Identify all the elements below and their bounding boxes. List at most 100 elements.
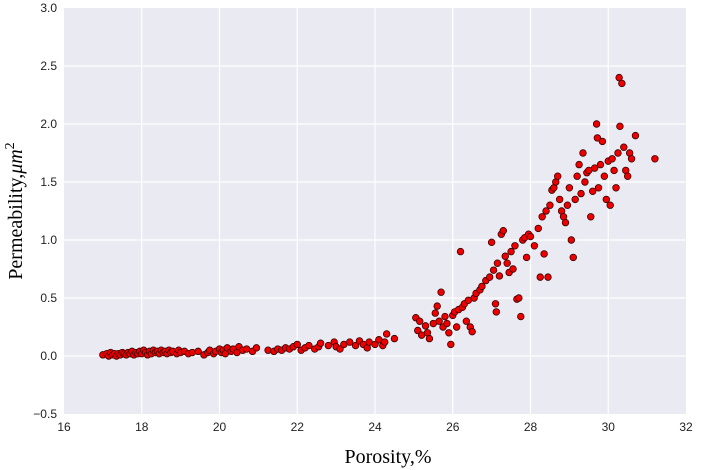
scatter-point bbox=[596, 160, 605, 169]
y-tick-label: −0.5 bbox=[33, 407, 57, 421]
scatter-point bbox=[546, 201, 554, 209]
scatter-point bbox=[561, 218, 570, 227]
scatter-point bbox=[452, 323, 461, 331]
scatter-point bbox=[381, 338, 389, 346]
scatter-point bbox=[579, 149, 587, 157]
scatter-point bbox=[610, 166, 618, 175]
x-tick-label: 32 bbox=[679, 420, 693, 434]
scatter-point bbox=[336, 345, 344, 353]
scatter-point bbox=[437, 288, 445, 296]
scatter-point bbox=[433, 302, 441, 310]
scatter-point bbox=[620, 143, 628, 151]
scatter-point bbox=[606, 201, 614, 209]
scatter-point bbox=[194, 347, 202, 356]
y-axis-ticks: −0.5 0.0 0.5 1.0 1.5 2.0 2.5 3.0 bbox=[33, 1, 57, 421]
scatter-point bbox=[414, 326, 422, 335]
scatter-point bbox=[594, 184, 603, 192]
scatter-point bbox=[495, 272, 504, 280]
y-axis-title-main: Permeability, bbox=[5, 174, 27, 280]
scatter-point bbox=[489, 266, 498, 274]
x-tick-label: 30 bbox=[602, 420, 616, 434]
x-tick-label: 26 bbox=[446, 420, 460, 434]
scatter-point bbox=[346, 338, 354, 346]
scatter-point bbox=[589, 187, 597, 195]
scatter-point bbox=[555, 195, 564, 204]
scatter-point bbox=[563, 201, 572, 209]
scatter-point bbox=[443, 319, 451, 328]
scatter-point bbox=[503, 259, 511, 267]
x-tick-label: 28 bbox=[524, 420, 538, 434]
scatter-point bbox=[390, 334, 399, 343]
scatter-point bbox=[592, 120, 601, 128]
scatter-point bbox=[593, 134, 602, 142]
scatter-point bbox=[441, 312, 449, 321]
scatter-point bbox=[612, 184, 620, 192]
x-tick-label: 20 bbox=[213, 420, 227, 434]
x-tick-label: 16 bbox=[57, 420, 71, 434]
scatter-point bbox=[351, 341, 360, 350]
scatter-point bbox=[501, 252, 509, 260]
scatter-point bbox=[478, 282, 486, 291]
scatter-point bbox=[567, 236, 576, 244]
scatter-point bbox=[538, 213, 546, 221]
scatter-point bbox=[188, 348, 196, 357]
x-axis-ticks: 16 18 20 22 24 26 28 30 32 bbox=[57, 420, 693, 434]
scatter-point bbox=[598, 137, 607, 146]
scatter-point bbox=[447, 340, 455, 349]
scatter-point bbox=[416, 317, 424, 325]
scatter-point bbox=[435, 317, 443, 325]
scatter-point bbox=[575, 160, 583, 169]
y-axis-title-exponent: 2 bbox=[3, 142, 18, 149]
scatter-point bbox=[651, 155, 659, 163]
scatter-point bbox=[565, 184, 574, 192]
scatter-point bbox=[615, 73, 623, 82]
y-tick-label: 0.0 bbox=[40, 349, 57, 363]
scatter-point bbox=[517, 312, 525, 321]
scatter-point bbox=[571, 195, 579, 204]
scatter-point bbox=[293, 340, 301, 349]
scatter-point bbox=[316, 339, 325, 347]
scatter-point bbox=[252, 344, 261, 352]
scatter-point bbox=[627, 155, 636, 163]
scatter-point bbox=[499, 227, 507, 235]
scatter-point bbox=[493, 259, 502, 267]
scatter-point bbox=[324, 341, 333, 350]
scatter-point bbox=[492, 308, 500, 316]
y-tick-label: 1.0 bbox=[40, 233, 57, 247]
scatter-point bbox=[507, 247, 515, 256]
y-tick-label: 2.0 bbox=[40, 117, 57, 131]
y-tick-label: 3.0 bbox=[40, 1, 57, 15]
scatter-point bbox=[509, 265, 517, 273]
scatter-point bbox=[264, 346, 272, 354]
scatter-point bbox=[614, 149, 622, 157]
scatter-point bbox=[554, 172, 562, 180]
scatter-point bbox=[600, 172, 609, 180]
y-axis-title-unit: μm bbox=[5, 149, 27, 174]
scatter-point bbox=[485, 273, 494, 281]
scatter-point bbox=[371, 340, 379, 349]
scatter-point bbox=[526, 232, 535, 241]
scatter-point bbox=[608, 155, 616, 163]
scatter-point bbox=[544, 273, 552, 281]
y-tick-label: 2.5 bbox=[40, 59, 57, 73]
scatter-point bbox=[425, 334, 434, 343]
scatter-point bbox=[618, 79, 626, 88]
scatter-point bbox=[542, 207, 550, 215]
scatter-point bbox=[515, 294, 523, 302]
y-tick-label: 1.5 bbox=[40, 175, 57, 189]
y-axis-title: Permeability,μm2 bbox=[3, 142, 27, 279]
scatter-point bbox=[462, 317, 471, 325]
x-tick-label: 18 bbox=[135, 420, 149, 434]
scatter-point bbox=[577, 189, 585, 198]
scatter-point bbox=[445, 329, 453, 337]
scatter-point bbox=[511, 242, 519, 250]
scatter-point bbox=[491, 300, 500, 308]
scatter-point bbox=[587, 213, 595, 221]
scatter-point bbox=[431, 309, 439, 317]
x-axis-title: Porosity,% bbox=[344, 446, 431, 468]
scatter-point bbox=[382, 330, 391, 338]
scatter-point bbox=[623, 172, 632, 180]
scatter-point bbox=[540, 250, 548, 258]
scatter-point bbox=[590, 164, 599, 172]
